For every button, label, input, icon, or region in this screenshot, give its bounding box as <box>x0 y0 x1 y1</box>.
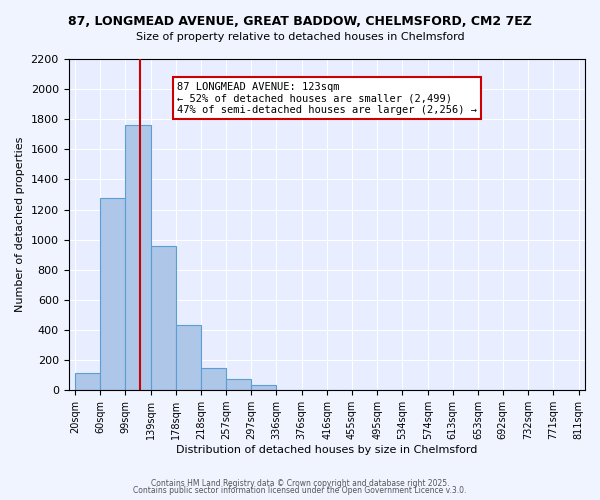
Y-axis label: Number of detached properties: Number of detached properties <box>15 137 25 312</box>
Text: Contains public sector information licensed under the Open Government Licence v.: Contains public sector information licen… <box>133 486 467 495</box>
Bar <box>201 368 226 390</box>
Bar <box>176 326 201 390</box>
Bar <box>100 198 125 390</box>
Bar <box>125 125 151 390</box>
X-axis label: Distribution of detached houses by size in Chelmsford: Distribution of detached houses by size … <box>176 445 478 455</box>
Bar <box>226 379 251 390</box>
Text: Contains HM Land Registry data © Crown copyright and database right 2025.: Contains HM Land Registry data © Crown c… <box>151 478 449 488</box>
Text: 87, LONGMEAD AVENUE, GREAT BADDOW, CHELMSFORD, CM2 7EZ: 87, LONGMEAD AVENUE, GREAT BADDOW, CHELM… <box>68 15 532 28</box>
Text: 87 LONGMEAD AVENUE: 123sqm
← 52% of detached houses are smaller (2,499)
47% of s: 87 LONGMEAD AVENUE: 123sqm ← 52% of deta… <box>177 82 477 115</box>
Bar <box>151 246 176 390</box>
Bar <box>75 373 100 390</box>
Text: Size of property relative to detached houses in Chelmsford: Size of property relative to detached ho… <box>136 32 464 42</box>
Bar <box>251 385 276 390</box>
